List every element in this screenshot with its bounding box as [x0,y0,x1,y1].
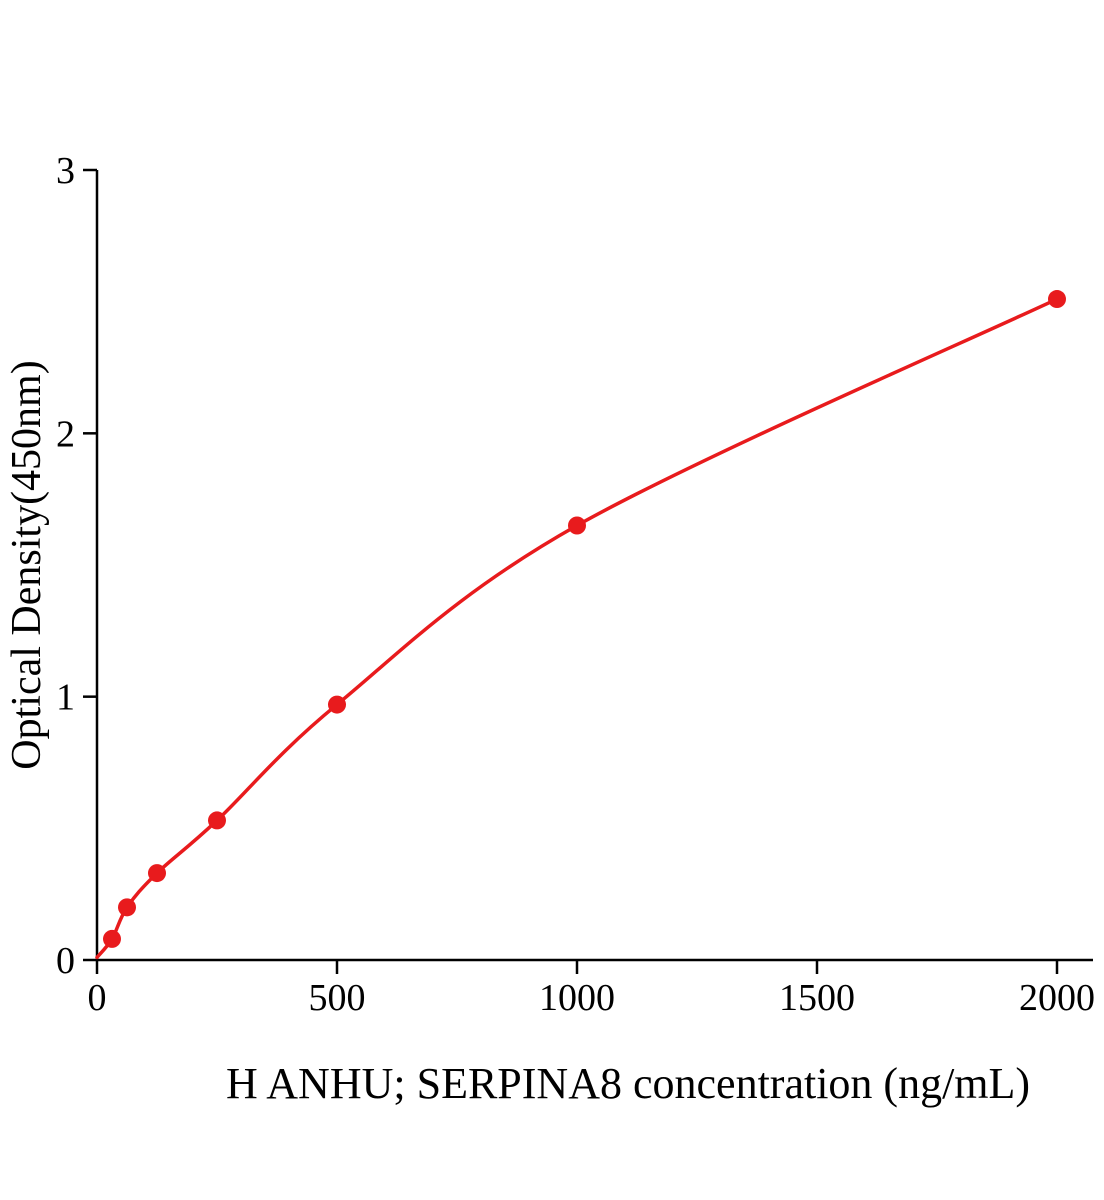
plot-area: 0 500 1000 1500 2000 0 1 2 3 [56,150,1095,1019]
data-point [118,898,136,917]
y-tick-label: 0 [56,940,75,982]
x-tick-label: 500 [309,977,366,1019]
x-tick-label: 2000 [1019,977,1095,1019]
y-tick-label: 3 [56,150,75,192]
x-axis-title: H ANHU; SERPINA8 concentration (ng/mL) [226,1059,1030,1108]
x-tick-label: 1000 [539,977,615,1019]
data-point [568,516,586,535]
x-tick-label: 1500 [779,977,855,1019]
data-point [328,695,346,714]
standard-curve-line [95,297,1059,960]
y-axis-title: Optical Density(450nm) [4,360,50,769]
y-tick-label: 2 [56,413,75,455]
x-tick-label: 0 [88,977,107,1019]
data-point [103,929,121,948]
data-point [1048,290,1066,309]
y-tick-label: 1 [56,677,75,719]
data-point [148,864,166,883]
data-point [208,811,226,830]
